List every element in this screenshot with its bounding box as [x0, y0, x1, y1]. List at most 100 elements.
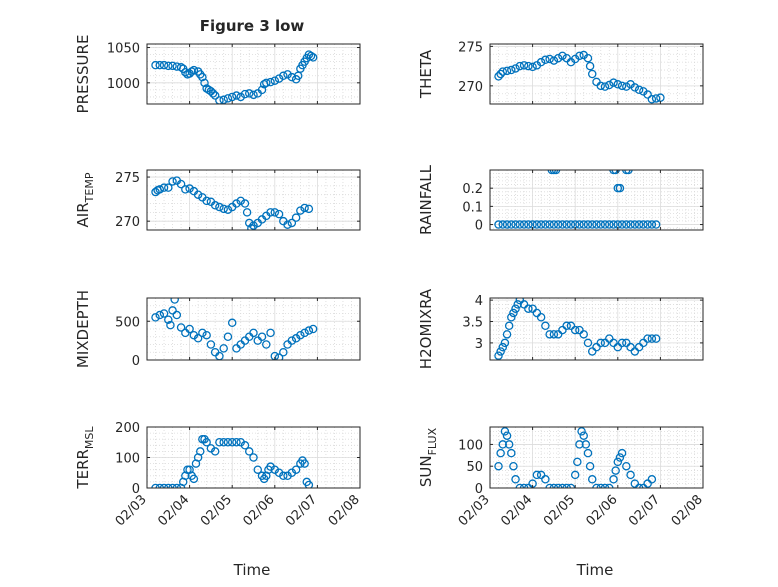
data-point: [279, 471, 288, 481]
data-point: [519, 300, 529, 309]
data-series: [151, 50, 318, 104]
x-tick-label: 02/05: [198, 492, 235, 529]
data-point: [244, 447, 254, 456]
data-point: [249, 221, 258, 230]
data-point: [634, 220, 644, 229]
data-point: [605, 80, 614, 90]
x-tick-label: 02/03: [113, 492, 150, 529]
data-point: [494, 220, 503, 229]
data-point: [181, 185, 190, 194]
axes-box: [489, 297, 704, 361]
data-point: [524, 220, 533, 229]
data-point: [575, 440, 584, 449]
data-point: [587, 69, 597, 79]
data-point: [164, 315, 173, 324]
data-point: [159, 60, 169, 70]
y-tick-label: 1050: [107, 42, 140, 57]
data-point: [579, 431, 588, 440]
data-series: [151, 176, 314, 230]
axes-box: [489, 169, 704, 231]
data-point: [575, 220, 584, 229]
data-point: [202, 196, 211, 206]
data-point: [279, 71, 288, 81]
data-point: [545, 54, 554, 64]
data-point: [647, 334, 657, 343]
data-point: [507, 312, 516, 322]
data-point: [223, 332, 233, 341]
data-point: [617, 338, 627, 348]
data-point: [566, 321, 576, 331]
y-tick-label: 270: [115, 215, 140, 230]
data-point: [615, 453, 625, 462]
data-point: [600, 338, 610, 348]
data-point: [513, 300, 522, 309]
data-point: [553, 53, 563, 63]
y-tick-label: 270: [458, 80, 483, 95]
data-point: [283, 70, 292, 79]
axes-box: [146, 43, 361, 105]
y-axis-label: H2OMIXRA: [417, 288, 435, 369]
data-point: [498, 67, 508, 76]
data-series: [151, 434, 314, 488]
data-point: [219, 437, 228, 447]
data-point: [202, 84, 211, 93]
data-point: [262, 340, 271, 349]
y-axis-label: MIXDEPTH: [74, 290, 92, 368]
x-axis-label-right: Time: [576, 561, 614, 579]
data-point: [296, 206, 305, 215]
data-point: [511, 64, 520, 73]
data-point: [622, 461, 631, 471]
data-point: [622, 220, 631, 229]
data-point: [626, 342, 635, 352]
data-point: [651, 220, 661, 229]
data-point: [215, 437, 224, 447]
data-point: [562, 220, 571, 229]
data-point: [249, 453, 258, 462]
data-point: [626, 470, 635, 480]
data-point: [247, 223, 256, 230]
data-point: [496, 448, 505, 458]
data-point: [613, 80, 623, 89]
data-point: [583, 53, 593, 63]
data-point: [195, 447, 205, 456]
data-point: [524, 304, 533, 313]
data-point: [647, 95, 657, 104]
data-point: [304, 326, 314, 335]
plot-area: [490, 44, 703, 104]
data-point: [541, 321, 550, 331]
major-grid: [489, 170, 704, 230]
data-point: [583, 448, 593, 458]
data-point: [494, 72, 503, 81]
y-axis-label: PRESSURE: [74, 35, 92, 114]
data-point: [639, 220, 648, 229]
data-point: [617, 220, 627, 229]
data-point: [270, 76, 280, 85]
data-point: [164, 183, 173, 192]
data-point: [643, 90, 652, 99]
rainfall-panel: 0 0.1 0.2 RAINFALL: [417, 164, 704, 235]
pressure-panel: 1000 1050 PRESSURE: [74, 35, 361, 114]
data-point: [541, 475, 550, 484]
data-point: [617, 448, 627, 458]
data-point: [570, 470, 580, 480]
data-point: [570, 325, 580, 335]
data-point: [240, 199, 250, 208]
data-point: [622, 338, 631, 348]
data-point: [558, 325, 567, 335]
data-point: [151, 60, 160, 70]
data-point: [511, 475, 520, 484]
data-point: [185, 324, 194, 334]
data-point: [553, 330, 563, 339]
data-point: [232, 91, 241, 100]
data-point: [519, 61, 529, 70]
data-point: [189, 474, 199, 484]
y-axis-label: RAINFALL: [417, 164, 435, 235]
y-tick-label: 0: [132, 482, 140, 497]
data-point: [583, 220, 593, 229]
data-point: [253, 465, 263, 474]
data-point: [240, 441, 250, 450]
y-tick-label: 275: [458, 40, 483, 55]
data-point: [592, 220, 601, 229]
data-point: [643, 220, 652, 229]
data-point: [617, 81, 627, 91]
